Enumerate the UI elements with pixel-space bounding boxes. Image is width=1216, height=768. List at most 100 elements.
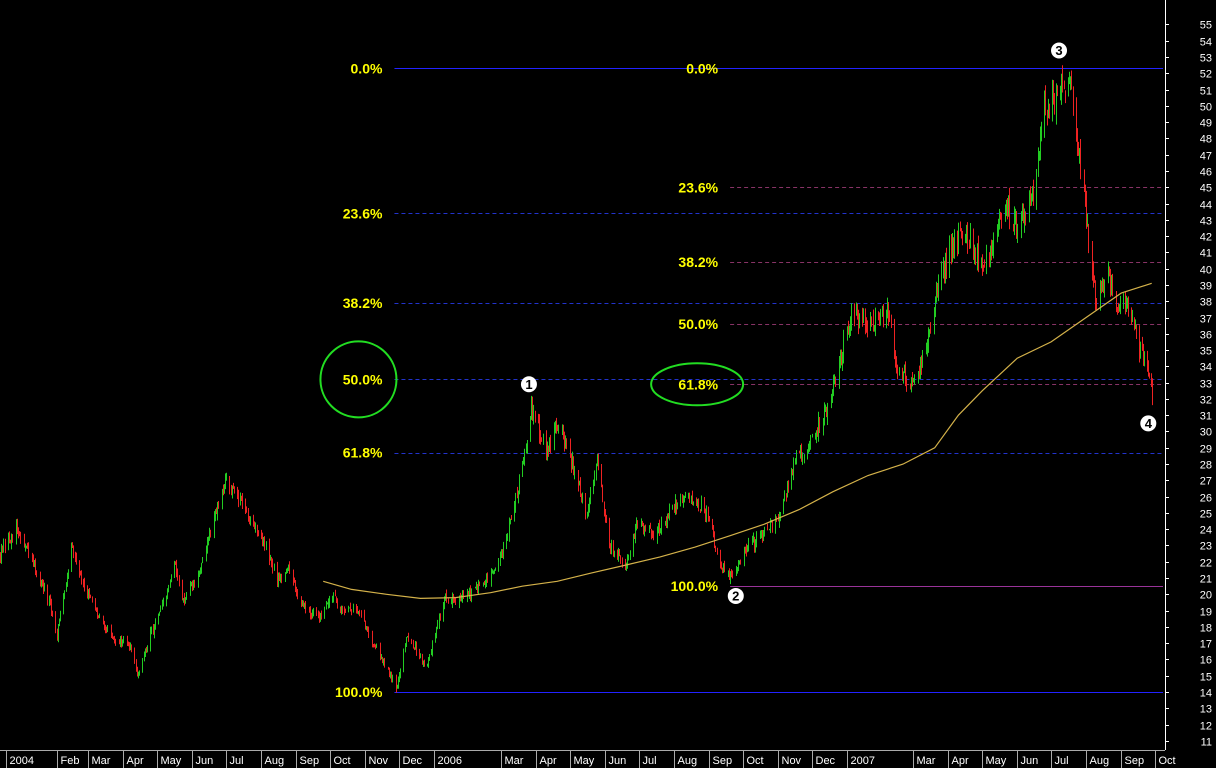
date-tick-label-9: Oct xyxy=(334,755,351,767)
wave-marker-3 xyxy=(1051,42,1068,59)
date-tick-label-24: Mar xyxy=(917,755,936,767)
price-axis: 11 12 13 14 15 16 17 18 19 20 21 22 23 24 25 26 27 28 29 30… xyxy=(1165,0,1212,750)
date-axis: 2004 Feb Mar Apr May Jun Jul Aug Sep Oct Nov Dec 200… xyxy=(0,750,1176,768)
price-tick-label-34: 34 xyxy=(1200,362,1212,374)
price-tick-label-52: 52 xyxy=(1200,69,1212,81)
fib-label-primary-2: 38.2% xyxy=(343,295,383,311)
wave-marker-1 xyxy=(520,376,537,393)
fib-label-secondary-3: 50.0% xyxy=(678,316,718,332)
price-tick-label-28: 28 xyxy=(1200,460,1212,472)
price-tick-label-29: 29 xyxy=(1200,444,1212,456)
price-tick-label-39: 39 xyxy=(1200,281,1212,293)
price-tick-label-11: 11 xyxy=(1201,737,1212,749)
price-tick-label-50: 50 xyxy=(1200,102,1212,114)
fib-label-secondary-4: 61.8% xyxy=(678,376,718,392)
price-tick-label-31: 31 xyxy=(1200,411,1212,423)
date-tick-label-12: 2006 xyxy=(438,755,462,767)
fib-label-secondary-2: 38.2% xyxy=(678,254,718,270)
price-tick-label-36: 36 xyxy=(1200,330,1212,342)
date-tick-label-16: Jun xyxy=(609,755,627,767)
date-tick-label-18: Aug xyxy=(678,755,698,767)
price-tick-label-35: 35 xyxy=(1200,346,1212,358)
fib-label-secondary-5: 100.0% xyxy=(671,578,719,594)
wave-markers-layer: 1 2 3 4 xyxy=(520,42,1157,604)
date-tick-label-1: Feb xyxy=(61,755,80,767)
price-tick-label-19: 19 xyxy=(1200,607,1212,619)
date-tick-label-17: Jul xyxy=(643,755,657,767)
wave-marker-4 xyxy=(1140,415,1157,432)
price-tick-label-18: 18 xyxy=(1200,623,1212,635)
date-tick-label-26: May xyxy=(986,755,1007,767)
fib-label-primary-1: 23.6% xyxy=(343,205,383,221)
date-tick-label-10: Nov xyxy=(369,755,389,767)
price-tick-label-26: 26 xyxy=(1200,493,1212,505)
price-tick-label-21: 21 xyxy=(1200,574,1212,586)
price-tick-label-54: 54 xyxy=(1200,37,1212,49)
date-tick-label-29: Aug xyxy=(1090,755,1110,767)
price-tick-label-53: 53 xyxy=(1200,53,1212,65)
date-tick-label-22: Dec xyxy=(816,755,836,767)
date-tick-label-2: Mar xyxy=(92,755,111,767)
price-tick-label-33: 33 xyxy=(1200,379,1212,391)
price-tick-label-51: 51 xyxy=(1200,86,1212,98)
date-tick-label-19: Sep xyxy=(713,755,733,767)
price-tick-label-38: 38 xyxy=(1200,297,1212,309)
fib-label-secondary-0: 0.0% xyxy=(686,60,718,76)
date-tick-label-21: Nov xyxy=(782,755,802,767)
date-tick-label-7: Aug xyxy=(265,755,285,767)
date-tick-label-6: Jul xyxy=(230,755,244,767)
wave-marker-label-1: 1 xyxy=(525,377,532,392)
price-tick-label-17: 17 xyxy=(1200,639,1212,651)
price-tick-label-49: 49 xyxy=(1200,118,1212,130)
date-tick-label-31: Oct xyxy=(1159,755,1176,767)
price-tick-label-44: 44 xyxy=(1200,200,1212,212)
wave-marker-2 xyxy=(727,587,744,604)
price-tick-label-30: 30 xyxy=(1200,427,1212,439)
date-tick-label-13: Mar xyxy=(505,755,524,767)
price-tick-label-24: 24 xyxy=(1200,525,1212,537)
fib-labels-layer: 0.0% 23.6% 38.2% 50.0% 61.8% 100.0% 0.0% 23.6% 3… xyxy=(335,60,719,700)
price-tick-label-47: 47 xyxy=(1200,151,1212,163)
date-tick-label-11: Dec xyxy=(403,755,423,767)
date-tick-label-30: Sep xyxy=(1125,755,1145,767)
price-tick-label-15: 15 xyxy=(1200,672,1212,684)
price-tick-label-45: 45 xyxy=(1200,183,1212,195)
date-tick-label-27: Jun xyxy=(1021,755,1039,767)
fib-label-primary-5: 100.0% xyxy=(335,684,383,700)
price-tick-label-55: 55 xyxy=(1200,20,1212,32)
fib-label-primary-4: 61.8% xyxy=(343,445,383,461)
date-tick-label-4: May xyxy=(161,755,182,767)
highlight-circle-secondary xyxy=(650,362,745,407)
price-tick-label-41: 41 xyxy=(1200,248,1212,260)
price-tick-label-40: 40 xyxy=(1200,265,1212,277)
price-tick-label-25: 25 xyxy=(1200,509,1212,521)
date-tick-label-0: 2004 xyxy=(10,755,34,767)
price-tick-label-22: 22 xyxy=(1200,558,1212,570)
date-tick-label-25: Apr xyxy=(952,755,969,767)
date-tick-label-3: Apr xyxy=(127,755,144,767)
price-tick-label-23: 23 xyxy=(1200,541,1212,553)
price-tick-label-27: 27 xyxy=(1200,476,1212,488)
wave-marker-label-2: 2 xyxy=(732,588,739,603)
date-tick-label-5: Jun xyxy=(196,755,214,767)
date-tick-label-23: 2007 xyxy=(851,755,875,767)
price-tick-label-48: 48 xyxy=(1200,134,1212,146)
price-tick-label-12: 12 xyxy=(1200,721,1212,733)
fib-label-secondary-1: 23.6% xyxy=(678,179,718,195)
highlight-circle-primary xyxy=(319,340,398,419)
moving-average-line xyxy=(323,282,1152,600)
price-tick-label-16: 16 xyxy=(1200,655,1212,667)
price-tick-label-20: 20 xyxy=(1200,590,1212,602)
fib-label-primary-3: 50.0% xyxy=(343,371,383,387)
price-tick-label-46: 46 xyxy=(1200,167,1212,179)
moving-average-layer xyxy=(323,282,1152,600)
date-tick-label-28: Jul xyxy=(1055,755,1069,767)
fib-label-primary-0: 0.0% xyxy=(351,60,383,76)
price-tick-label-32: 32 xyxy=(1200,395,1212,407)
price-tick-label-14: 14 xyxy=(1200,688,1212,700)
date-tick-label-8: Sep xyxy=(300,755,320,767)
wave-marker-label-4: 4 xyxy=(1145,416,1153,431)
price-tick-label-37: 37 xyxy=(1200,314,1212,326)
candles-layer xyxy=(0,65,1153,693)
